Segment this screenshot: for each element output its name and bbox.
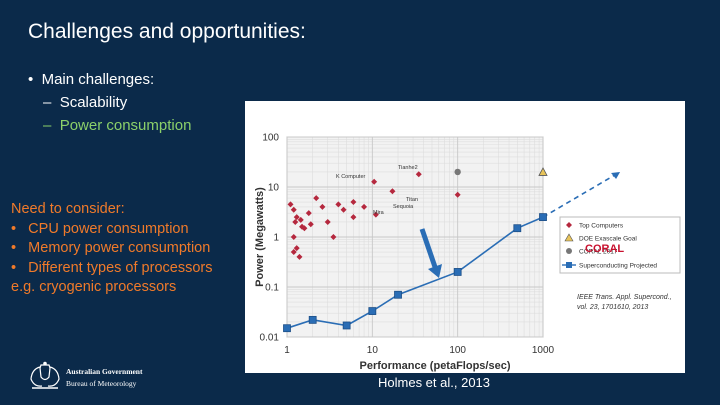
legend-marker-coral (566, 248, 572, 254)
consider-memory: Memory power consumption (28, 240, 211, 256)
consider-processors: Different types of processors (28, 259, 213, 276)
data-point-top-computer (324, 218, 331, 225)
consider-list: Need to consider: • CPU power consumptio… (11, 200, 212, 298)
highlight-arrow-head (428, 264, 442, 278)
data-point-top-computer (330, 234, 337, 240)
challenge-item: – Scalability (43, 94, 128, 111)
data-point-top-computer (319, 203, 326, 210)
data-point-top-computer (290, 234, 297, 240)
legend-marker-doe (564, 233, 574, 242)
consider-item: • CPU power consumption (11, 220, 189, 237)
legend-label: CORAL 2017 (579, 249, 618, 256)
consider-cpu: CPU power consumption (28, 220, 189, 237)
data-point-top-computer (307, 221, 314, 228)
citation: Holmes et al., 2013 (378, 375, 491, 390)
data-point-top-computer (290, 249, 297, 256)
challenge-scalability: Scalability (59, 94, 128, 111)
annotation-titan: Titan (406, 197, 418, 203)
data-point-top-computer (293, 245, 300, 252)
logo-line2: Bureau of Meteorology (66, 379, 137, 388)
bom-logo: Australian Government Bureau of Meteorol… (28, 361, 158, 391)
x-axis-label: Performance (petaFlops/sec) (360, 360, 511, 372)
y-tick-label: 0.01 (260, 333, 280, 344)
data-point-superconducting (342, 321, 351, 330)
data-point-top-computer (350, 199, 357, 206)
coral-logo-text: CORAL (585, 243, 624, 255)
data-point-top-computer (297, 216, 304, 223)
data-point-top-computer (287, 201, 294, 208)
data-point-top-computer (305, 210, 312, 217)
y-tick-label: 10 (268, 183, 280, 194)
annotation-k-computer: K Computer (336, 174, 366, 180)
data-point-superconducting (394, 290, 402, 299)
x-tick-label: 100 (449, 345, 466, 356)
chart-svg: 1 10 100 1000 100 10 1 0.1 0.01 Performance (peta… (254, 133, 681, 372)
challenge-power-consumption: Power consumption (59, 117, 192, 134)
data-point-superconducting (539, 213, 547, 222)
series-line-superconducting (286, 216, 544, 329)
data-point-top-computer (290, 206, 297, 213)
data-point-top-computer (292, 218, 299, 225)
data-point-coral (454, 168, 461, 176)
coat-of-arms-icon (30, 361, 60, 389)
challenges-list: • Main challenges: – Scalability – Power… (28, 68, 191, 137)
source-note: vol. 23, 1701610, 2013 (577, 304, 648, 311)
data-point-superconducting (368, 307, 377, 315)
data-point-top-computer (335, 201, 342, 208)
data-point-superconducting (453, 268, 462, 276)
annotation-sequoia: Sequoia (393, 204, 414, 210)
highlight-arrow-shaft (419, 228, 438, 268)
logo-line1: Australian Government (66, 367, 143, 376)
data-point-top-computer (313, 195, 320, 202)
data-point-doe-goal (538, 167, 548, 176)
legend-label: Top Computers (579, 223, 624, 230)
challenge-item: – Power consumption (43, 117, 192, 134)
data-point-superconducting (513, 224, 522, 233)
data-point-top-computer (293, 214, 300, 221)
challenges-heading: • Main challenges: (28, 71, 155, 88)
data-point-top-computer (296, 253, 303, 260)
data-point-top-computer (372, 211, 379, 218)
annotation-mira: Mira (373, 210, 385, 216)
y-tick-label: 1 (273, 233, 279, 244)
x-tick-label: 1 (284, 345, 290, 356)
y-axis-label: Power (Megawatts) (254, 187, 266, 287)
y-tick-label: 100 (262, 133, 279, 144)
x-tick-label: 10 (367, 345, 379, 356)
consider-note: e.g. cryogenic processors (11, 279, 177, 295)
legend-box (559, 216, 681, 274)
data-point-top-computer (350, 214, 357, 221)
source-note: IEEE Trans. Appl. Supercond., (577, 294, 672, 301)
legend-label: Superconducting Projected (579, 263, 657, 270)
data-point-top-computer (389, 188, 396, 195)
challenges-heading-text: Main challenges: (41, 71, 155, 88)
consider-item: • Memory power consumption (11, 240, 211, 256)
data-point-superconducting (308, 315, 317, 324)
legend-marker-superconducting (566, 262, 572, 268)
x-tick-label: 1000 (532, 345, 555, 356)
data-point-superconducting (283, 324, 291, 333)
data-point-top-computer (340, 206, 347, 213)
consider-item: • Different types of processors (11, 259, 213, 276)
data-point-top-computer (454, 191, 461, 198)
projection-line (542, 171, 621, 218)
data-point-top-computer (301, 225, 308, 232)
data-point-top-computer (299, 223, 306, 230)
consider-heading: Need to consider: (11, 201, 125, 217)
legend-marker-top-computers (566, 222, 572, 228)
annotation-tianhe2: Tianhe2 (398, 165, 418, 171)
legend-label: DOE Exascale Goal (579, 236, 637, 243)
projection-arrowhead (611, 171, 621, 179)
performance-power-chart: 1 10 100 1000 100 10 1 0.1 0.01 Performance (peta… (245, 101, 685, 373)
data-point-top-computer (371, 178, 378, 185)
data-point-top-computer (415, 171, 422, 178)
data-point-top-computer (361, 203, 368, 210)
y-tick-label: 0.1 (265, 283, 279, 294)
slide-title: Challenges and opportunities: (28, 20, 306, 43)
